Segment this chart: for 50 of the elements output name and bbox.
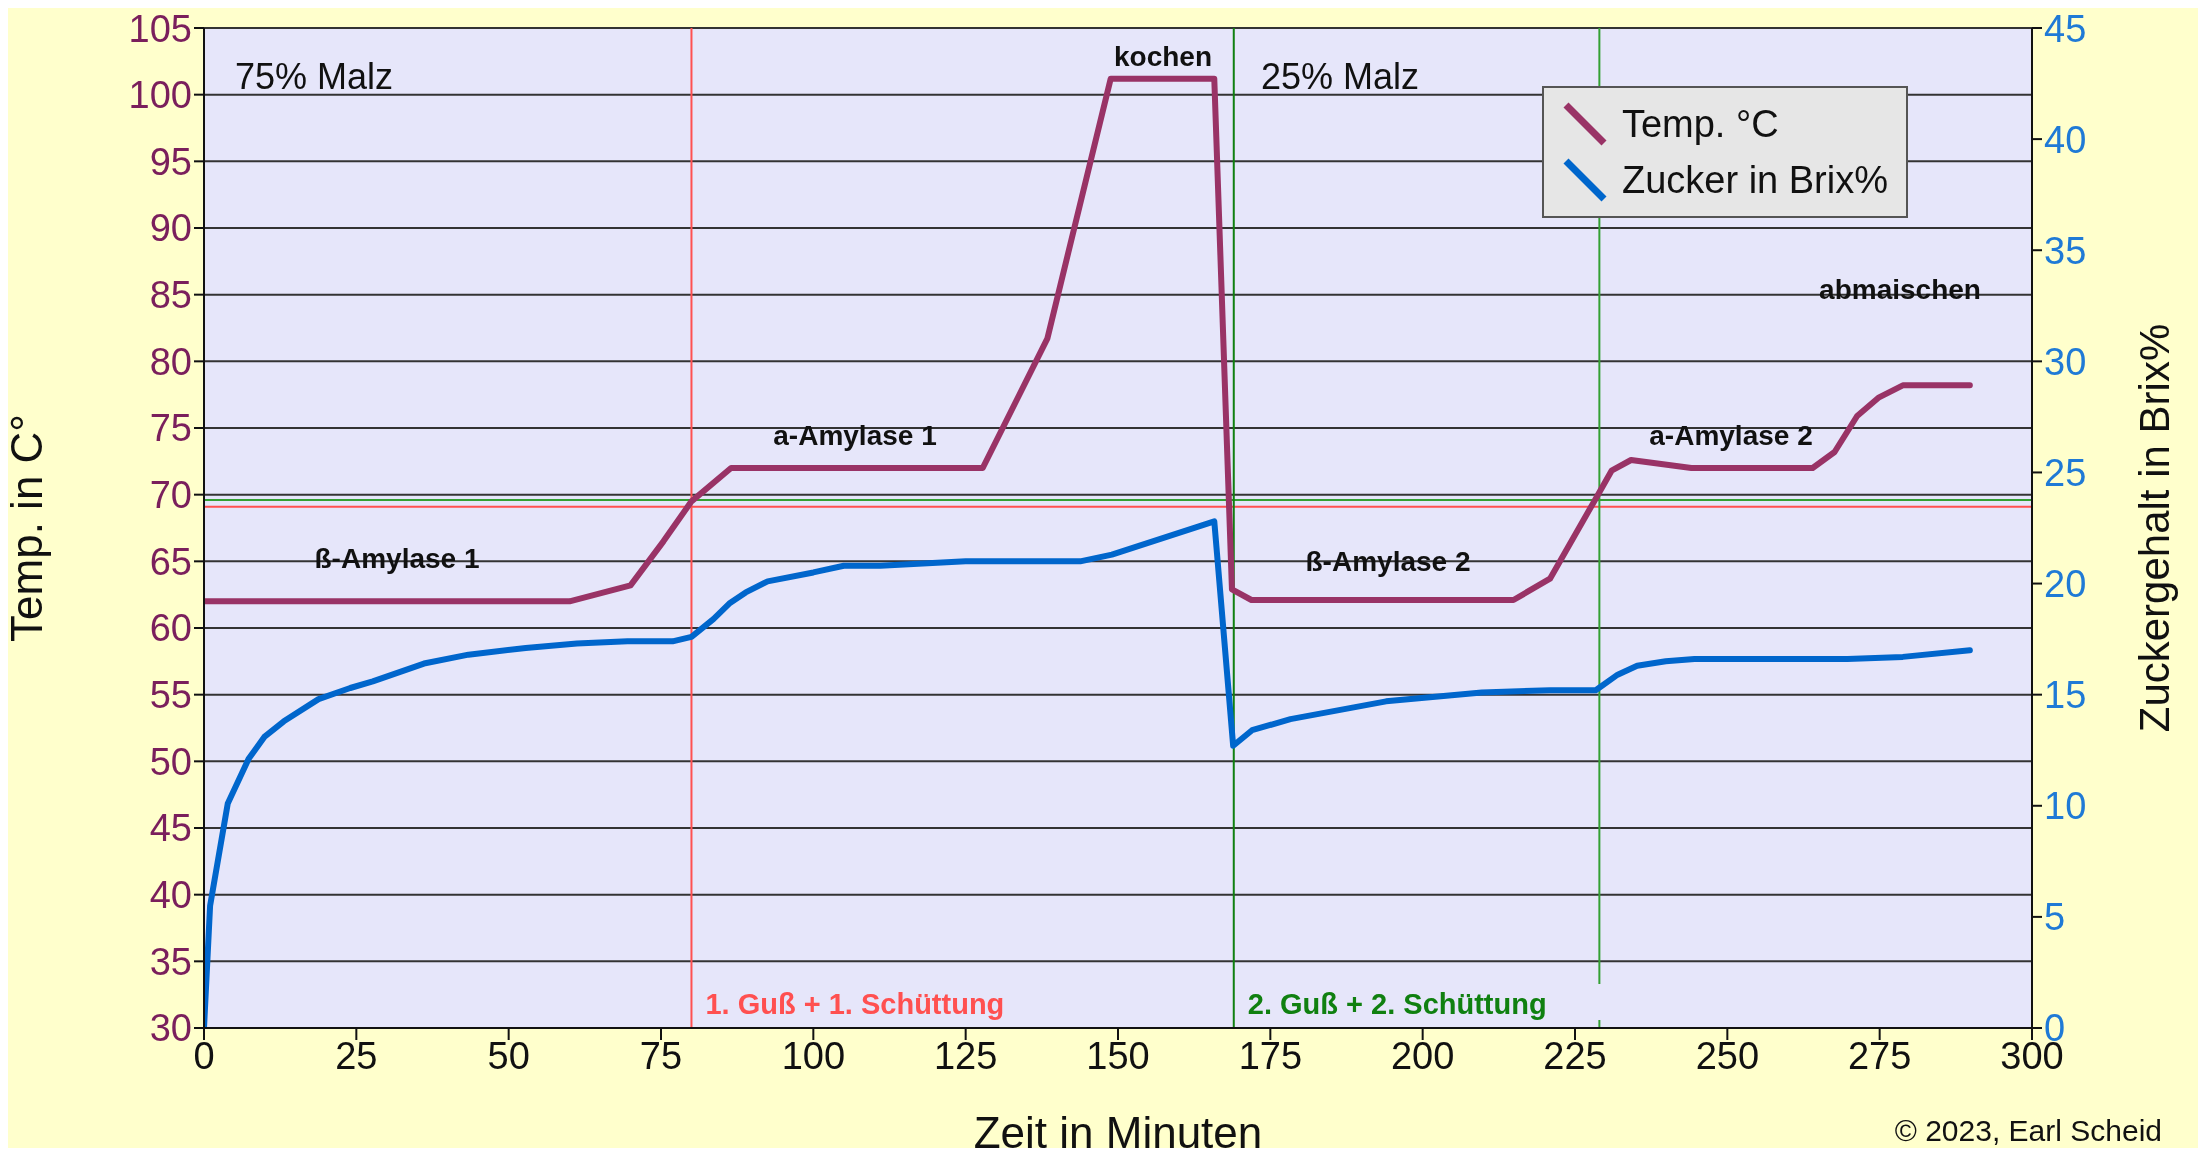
y-tick-label: 100 <box>128 74 192 117</box>
y2-tick-label: 15 <box>2044 674 2087 717</box>
x-tick-label: 50 <box>487 1034 530 1077</box>
x-tick-label: 0 <box>193 1034 215 1077</box>
y2-tick-label: 30 <box>2044 340 2087 383</box>
y-tick-label: 55 <box>149 674 192 717</box>
annotation: 75% Malz <box>234 55 394 97</box>
y-tick-label: 35 <box>149 940 192 983</box>
y-axis-title: Temp. in C° <box>1 414 51 642</box>
x-tick-label: 225 <box>1543 1034 1607 1077</box>
y-tick-label: 75 <box>149 407 192 450</box>
y-tick-label: 95 <box>149 140 192 183</box>
y2-tick-label: 20 <box>2044 563 2087 606</box>
y2-axis-title: Zuckergehalt in Brix% <box>2130 323 2178 733</box>
x-tick-label: 125 <box>933 1034 998 1077</box>
y2-tick-label: 45 <box>2044 7 2087 50</box>
y-tick-label: 65 <box>149 540 192 583</box>
x-tick-label: 200 <box>1390 1034 1455 1077</box>
ref-line-label: 2. Guß + 2. Schüttung <box>1247 988 1547 1020</box>
annotation: kochen <box>1113 40 1213 72</box>
y-tick-label: 50 <box>149 740 192 783</box>
text: © 2023, Earl Scheid <box>1894 1114 2162 1148</box>
y-tick-label: 80 <box>149 340 192 383</box>
x-tick-label: 275 <box>1847 1034 1912 1077</box>
ref-line-label: 1. Guß + 1. Schüttung <box>705 988 1005 1020</box>
x-tick-label: 175 <box>1238 1034 1303 1077</box>
y-tick-label: 45 <box>149 807 192 850</box>
y-tick-label: 40 <box>149 874 192 917</box>
legend-label: Temp. °C <box>1621 102 1779 147</box>
x-axis-title: Zeit in Minuten <box>973 1108 1263 1157</box>
annotation: a-Amylase 2 <box>1649 419 1813 451</box>
y2-tick-label: 35 <box>2044 229 2087 272</box>
y2-tick-label: 25 <box>2044 451 2087 494</box>
y-tick-label: 30 <box>149 1007 192 1050</box>
annotation: 25% Malz <box>1260 55 1420 97</box>
y-tick-label: 85 <box>149 274 192 317</box>
x-tick-label: 25 <box>335 1034 378 1077</box>
y2-tick-label: 10 <box>2044 785 2087 828</box>
y2-tick-label: 40 <box>2044 118 2087 161</box>
y2-tick-label: 5 <box>2044 896 2066 939</box>
y-tick-label: 60 <box>149 607 192 650</box>
annotation: a-Amylase 1 <box>773 419 937 451</box>
legend-label: Zucker in Brix% <box>1621 158 1888 203</box>
x-tick-label: 150 <box>1086 1034 1150 1077</box>
x-tick-label: 250 <box>1695 1034 1760 1077</box>
y-tick-label: 70 <box>149 474 192 517</box>
y-tick-label: 90 <box>149 207 192 250</box>
x-tick-label: 75 <box>639 1034 683 1077</box>
x-tick-label: 100 <box>781 1034 846 1077</box>
y-tick-label: 105 <box>128 7 192 50</box>
